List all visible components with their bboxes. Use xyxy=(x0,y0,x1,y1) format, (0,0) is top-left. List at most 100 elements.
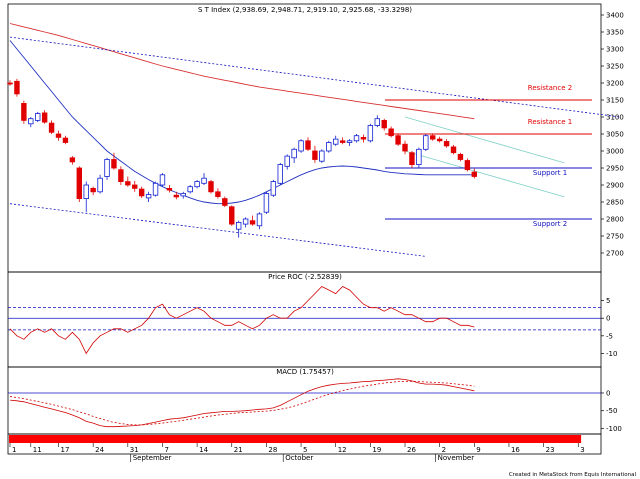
candle-body xyxy=(152,182,159,196)
macd-y-tick-label: -100 xyxy=(606,425,622,433)
price-panel: 2700 2750 2800 2850 2900 2950 3000 3050 3100 3150… xyxy=(7,12,624,258)
date-tick-label: 3 xyxy=(580,446,584,454)
candle-body xyxy=(118,169,124,182)
date-tick-label: 21 xyxy=(234,446,243,454)
candle-body xyxy=(333,138,339,145)
candle-body xyxy=(353,135,360,142)
level-label: Resistance 2 xyxy=(528,84,572,92)
candle-body xyxy=(298,140,304,152)
price-y-tick-label: 2700 xyxy=(606,250,624,258)
candle-body xyxy=(76,167,82,200)
candle-body xyxy=(173,194,180,198)
candle-body xyxy=(277,164,283,184)
price-y-tick-label: 3050 xyxy=(606,131,624,139)
price-y-tick-label: 2850 xyxy=(606,199,624,207)
candle-body xyxy=(284,155,290,167)
candle-body xyxy=(326,142,332,152)
roc-y-tick-label: -10 xyxy=(606,350,617,358)
macd-panel: -100 -50 0 xyxy=(8,378,622,433)
price-y-tick-label: 2800 xyxy=(606,216,624,224)
moving-average-fast-line xyxy=(9,40,475,205)
macd-y-tick-label: 0 xyxy=(606,389,610,397)
price-panel-title: S T Index (2,938.69, 2,948.71, 2,919.10,… xyxy=(198,6,412,14)
candle-body xyxy=(416,148,422,166)
date-strip-bar xyxy=(9,435,582,443)
candle-body xyxy=(319,150,325,162)
level-label: Resistance 1 xyxy=(528,118,572,126)
date-tick-label: 7 xyxy=(164,446,168,454)
candle-body xyxy=(166,187,173,191)
candle-body xyxy=(471,171,478,177)
candle-body xyxy=(339,140,346,143)
date-tick-label: 16 xyxy=(511,446,520,454)
candle-body xyxy=(381,120,387,129)
candle-body xyxy=(249,220,256,225)
candle-body xyxy=(346,140,353,143)
date-tick-label: 1 xyxy=(12,446,16,454)
candle-body xyxy=(360,136,367,140)
candle-body xyxy=(374,118,380,126)
candle-body xyxy=(83,184,89,199)
candle-body xyxy=(90,187,96,193)
price-y-tick-label: 3400 xyxy=(606,12,624,20)
candle-body xyxy=(464,160,471,171)
candle-body xyxy=(125,181,131,186)
macd-y-tick-label: -50 xyxy=(606,407,617,415)
date-tick-label: 12 xyxy=(338,446,347,454)
candle-body xyxy=(305,140,311,150)
moving-average-slow-line xyxy=(9,23,475,120)
candle-body xyxy=(138,188,145,197)
macd-signal-line xyxy=(9,380,475,426)
month-label: September xyxy=(133,454,172,462)
price-y-tick-label: 3250 xyxy=(606,63,624,71)
level-label: Support 2 xyxy=(533,220,567,228)
trend-line xyxy=(404,150,565,198)
candle-body xyxy=(194,181,200,188)
candle-body xyxy=(215,191,221,197)
candle-body xyxy=(256,213,263,227)
date-tick-label: 14 xyxy=(199,446,208,454)
candle-body xyxy=(187,186,193,193)
date-tick-label: 5 xyxy=(303,446,307,454)
date-tick-label: 11 xyxy=(33,446,42,454)
candle-body xyxy=(388,128,394,137)
month-label: November xyxy=(438,454,475,462)
candle-body xyxy=(367,125,374,142)
candle-body xyxy=(48,122,55,133)
candle-body xyxy=(423,135,429,150)
candle-body xyxy=(55,133,62,138)
price-y-tick-label: 2900 xyxy=(606,182,624,190)
price-y-tick-label: 3300 xyxy=(606,46,624,54)
candle-body xyxy=(450,146,457,154)
candle-body xyxy=(28,118,34,125)
date-tick-label: 17 xyxy=(61,446,70,454)
roc-y-tick-label: 0 xyxy=(606,315,610,323)
candle-body xyxy=(62,137,69,143)
macd-panel-title: MACD (1.75457) xyxy=(276,368,334,376)
candle-body xyxy=(97,177,103,193)
price-y-tick-label: 3000 xyxy=(606,148,624,156)
candle-body xyxy=(111,159,117,169)
price-y-tick-label: 3200 xyxy=(606,80,624,88)
footer-credit: Created in MetaStock from Equis Internat… xyxy=(509,472,637,478)
roc-y-tick-label: 5 xyxy=(606,297,610,305)
roc-panel: -10 -5 0 5 xyxy=(8,286,617,358)
price-y-tick-label: 3350 xyxy=(606,29,624,37)
roc-panel-title: Price ROC (-2.52839) xyxy=(268,273,342,281)
candle-body xyxy=(270,181,277,196)
candle-body xyxy=(235,221,242,230)
date-tick-label: 31 xyxy=(130,446,139,454)
trend-line xyxy=(9,36,620,118)
roc-y-tick-label: -5 xyxy=(606,332,613,340)
candle-body xyxy=(409,152,415,165)
candle-body xyxy=(457,153,464,160)
candle-body xyxy=(159,174,166,186)
candle-body xyxy=(7,82,13,85)
candle-body xyxy=(201,177,207,184)
date-tick-label: 2 xyxy=(442,446,446,454)
date-tick-label: 23 xyxy=(546,446,555,454)
candle-body xyxy=(132,184,138,189)
macd-line xyxy=(9,378,475,428)
